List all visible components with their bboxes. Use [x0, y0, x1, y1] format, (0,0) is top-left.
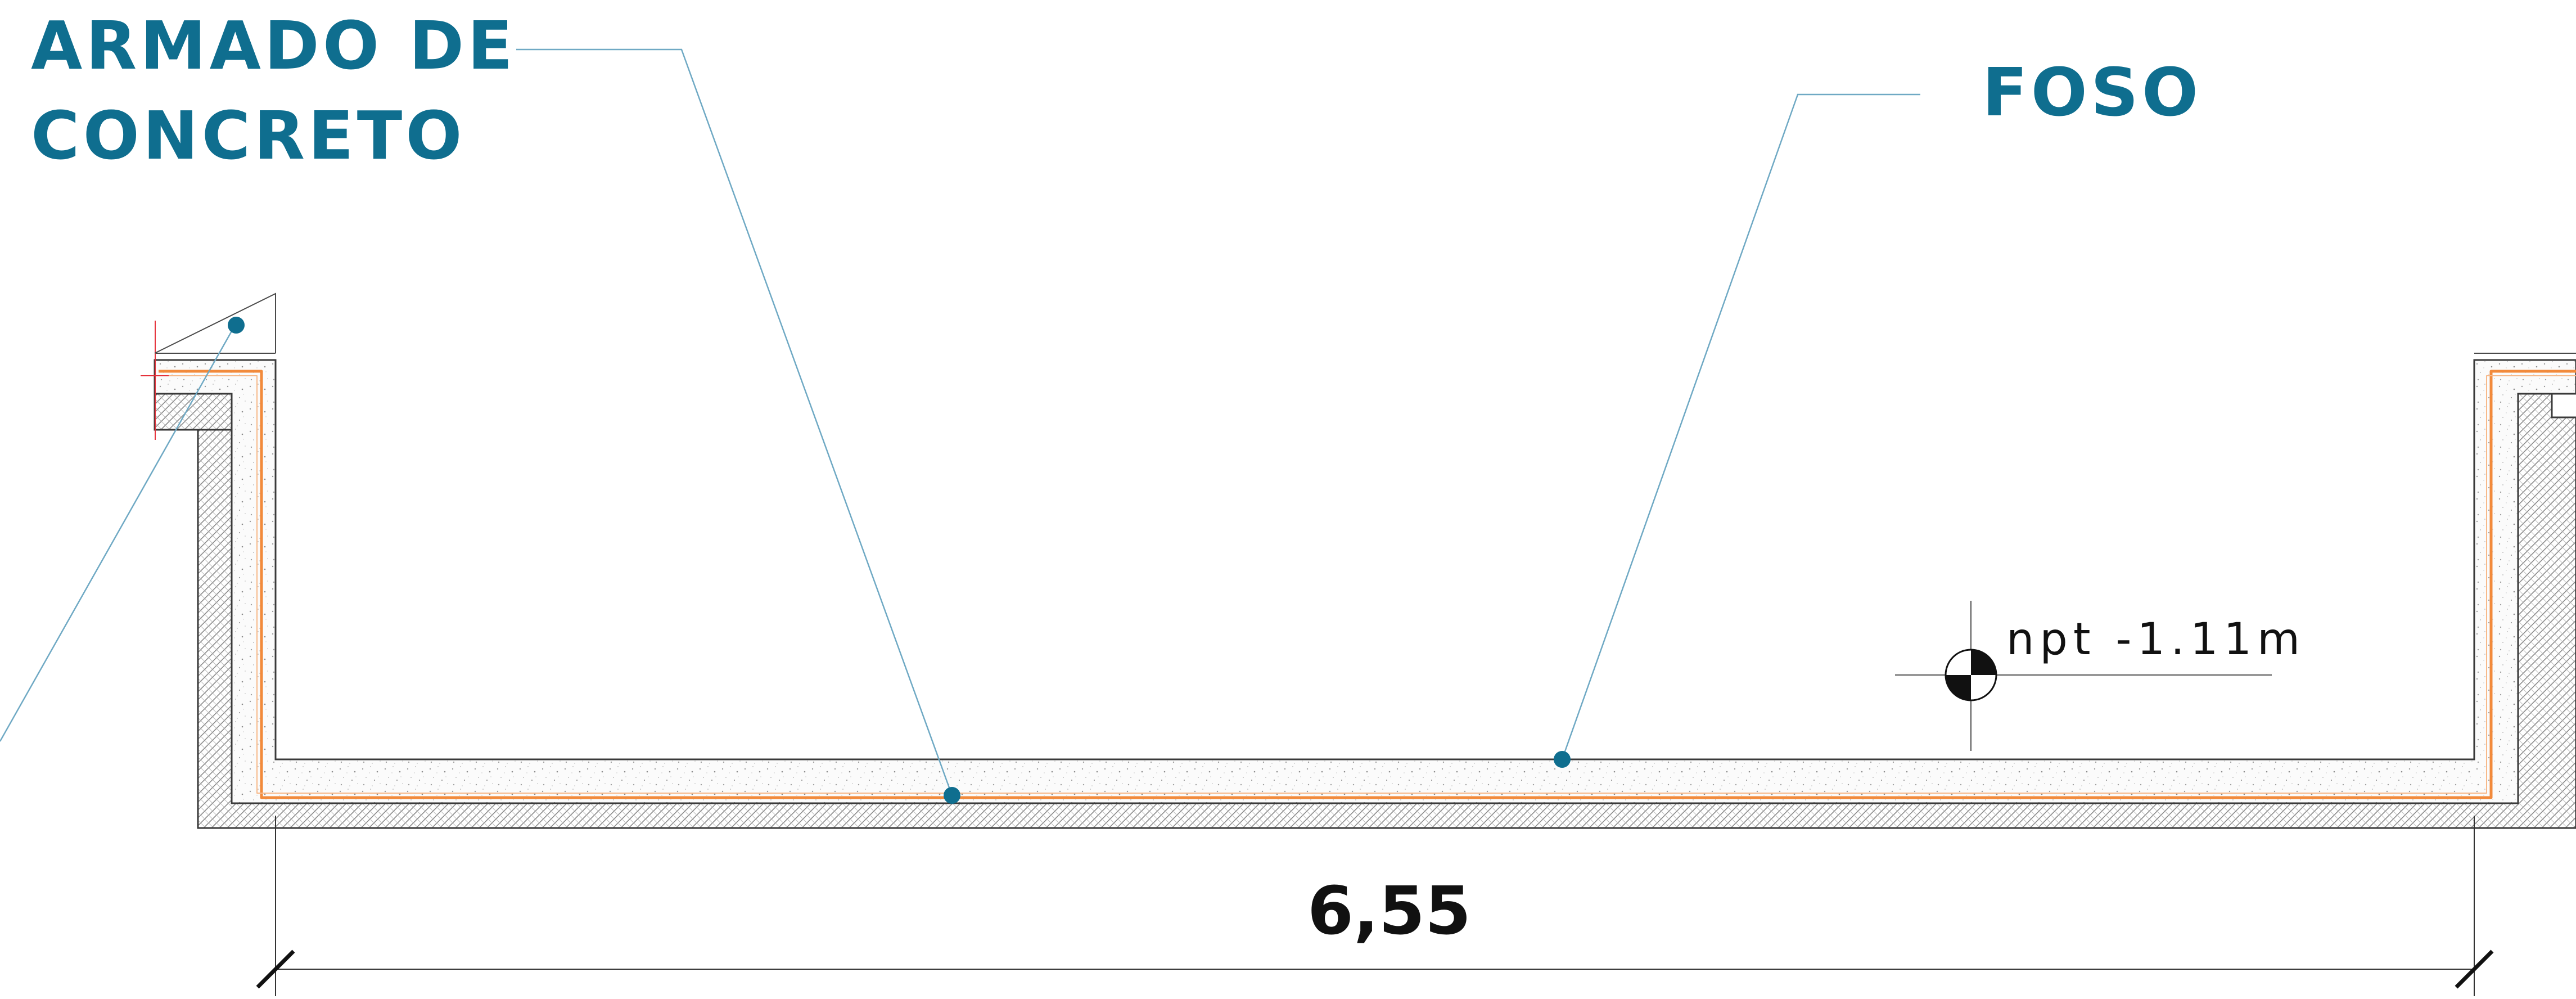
label-level: npt -1.11m	[2006, 614, 2306, 665]
leader-dot-icon	[944, 787, 960, 804]
leader-lines	[0, 48, 1920, 796]
leader-foso	[1561, 93, 1920, 760]
red-break-mark	[141, 321, 169, 440]
concrete-shell	[154, 353, 2576, 804]
leader-dot-icon	[228, 317, 245, 334]
level-datum-icon	[1895, 601, 2272, 751]
leader-dot-icon	[1554, 751, 1571, 768]
dimension-line	[256, 816, 2494, 996]
label-armado-line2: CONCRETO	[31, 97, 466, 174]
rebar-line	[159, 370, 2576, 799]
label-foso: FOSO	[1982, 53, 2202, 131]
leader-left	[0, 325, 236, 742]
leader-armado	[516, 48, 953, 796]
leader-dots	[228, 317, 1571, 804]
break-triangle	[154, 292, 276, 354]
label-armado-line1: ARMADO DE	[31, 7, 516, 84]
label-dimension: 6,55	[1307, 872, 1472, 950]
